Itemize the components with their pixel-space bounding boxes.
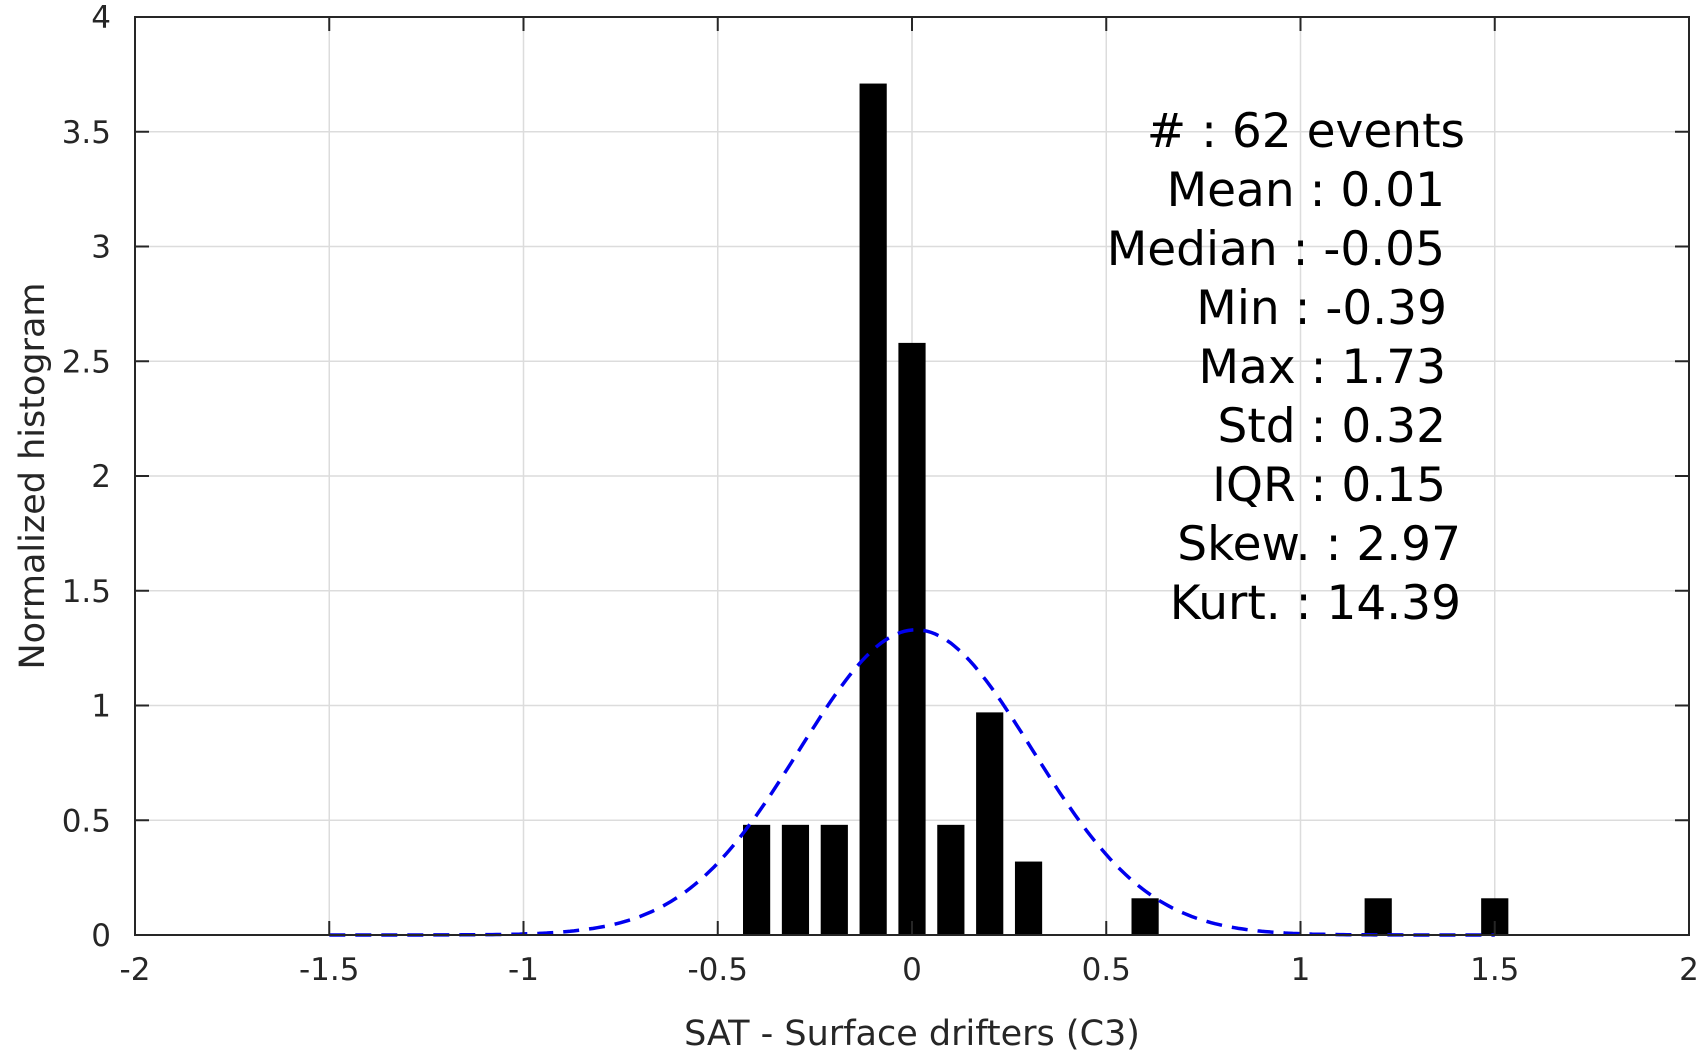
y-tick-label: 2 — [91, 459, 111, 495]
histogram-bar — [781, 824, 810, 935]
stat-line: # : 62 events — [1147, 104, 1465, 159]
histogram-bar — [1014, 861, 1043, 935]
y-tick-label: 1 — [91, 689, 111, 725]
stat-line: Mean : 0.01 — [1167, 163, 1445, 218]
y-tick-label: 0.5 — [62, 803, 111, 839]
x-tick-label: 2 — [1679, 952, 1699, 988]
x-tick-label: -2 — [120, 952, 151, 988]
bars — [743, 83, 1509, 936]
histogram-bar — [898, 342, 926, 935]
y-tick-label: 1.5 — [62, 574, 111, 610]
y-tick-label: 0 — [91, 918, 111, 954]
stat-line: Max : 1.73 — [1198, 340, 1446, 395]
histogram-bar — [1131, 898, 1159, 935]
histogram-bar — [1364, 898, 1392, 935]
y-tick-label: 3 — [91, 230, 111, 266]
ticks — [134, 16, 1690, 936]
x-axis-label: SAT - Surface drifters (C3) — [684, 1014, 1140, 1053]
histogram-bar — [743, 824, 771, 935]
y-tick-label: 2.5 — [62, 344, 111, 380]
x-tick-label: 1 — [1291, 952, 1311, 988]
y-tick-labels: 0 0.5 1 1.5 2 2.5 3 3.5 4 — [62, 0, 111, 954]
stat-line: IQR : 0.15 — [1212, 458, 1446, 513]
y-tick-label: 3.5 — [62, 115, 111, 151]
y-axis-label: Normalized histogram — [13, 282, 53, 669]
x-tick-label: -0.5 — [688, 952, 749, 988]
x-tick-labels: -2 -1.5 -1 -0.5 0 0.5 1 1.5 2 — [120, 952, 1699, 988]
stat-line: Kurt. : 14.39 — [1170, 576, 1461, 631]
stat-line: Skew. : 2.97 — [1177, 517, 1461, 572]
histogram-bar — [976, 712, 1004, 935]
histogram-bar — [820, 824, 848, 935]
histogram-bar — [937, 824, 965, 935]
stat-line: Median : -0.05 — [1107, 222, 1445, 277]
stat-line: Std : 0.32 — [1218, 399, 1446, 454]
histogram-bar — [859, 83, 887, 936]
x-tick-label: -1 — [508, 952, 539, 988]
x-tick-label: 1.5 — [1470, 952, 1519, 988]
x-tick-label: 0 — [902, 952, 922, 988]
stat-line: Min : -0.39 — [1196, 281, 1447, 336]
y-tick-label: 4 — [91, 0, 111, 36]
x-tick-label: 0.5 — [1082, 952, 1131, 988]
x-tick-label: -1.5 — [299, 952, 360, 988]
